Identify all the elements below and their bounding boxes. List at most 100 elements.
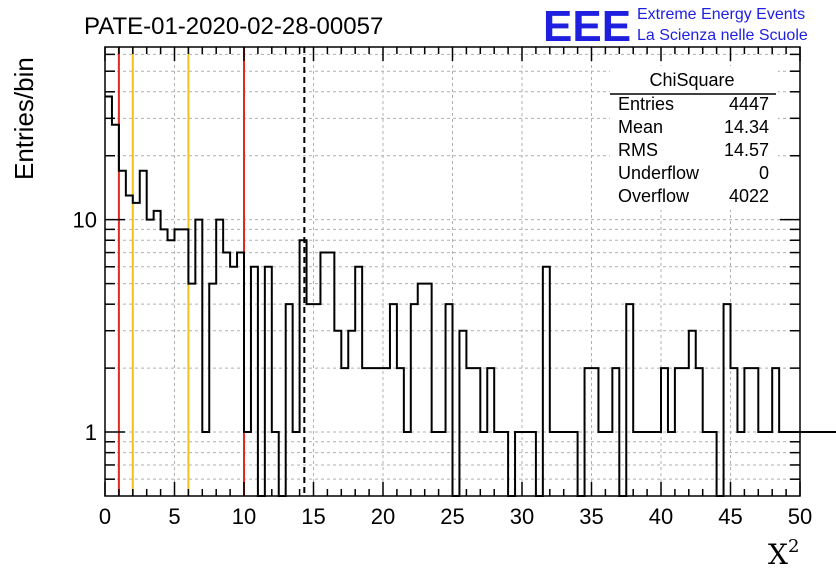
histogram-bin (807, 432, 814, 496)
histogram-bin (147, 220, 154, 496)
histogram-bin (640, 432, 647, 496)
histogram-bin (314, 304, 321, 496)
histogram-bin (237, 253, 244, 496)
x-tick-label: 5 (168, 504, 180, 529)
histogram-bin (466, 368, 473, 496)
histogram-bin (592, 368, 599, 496)
stats-row-rms-value: 14.57 (724, 140, 769, 160)
histogram-bin (598, 432, 605, 496)
histogram-bin (272, 432, 279, 496)
histogram-bin (487, 368, 494, 496)
histogram-bin (168, 240, 175, 496)
histogram-bin (585, 368, 592, 496)
histogram-bin (112, 125, 119, 496)
histogram-bin (529, 432, 536, 496)
stats-box-background (610, 66, 778, 210)
stats-title: ChiSquare (649, 70, 734, 90)
histogram-bin (390, 304, 397, 496)
histogram-bin (494, 432, 501, 496)
histogram-bin (188, 284, 195, 496)
x-tick-label: 20 (371, 504, 395, 529)
logo-line2: La Scienza nelle Scuole (637, 27, 808, 44)
histogram-bin (230, 267, 237, 496)
histogram-bin (758, 432, 765, 496)
x-tick-label: 30 (510, 504, 534, 529)
logo-line1: Extreme Energy Events (637, 6, 805, 23)
histogram-bin (751, 368, 758, 496)
chart-title: PATE-01-2020-02-28-00057 (84, 13, 383, 40)
x-tick-label: 40 (649, 504, 673, 529)
histogram-bin (772, 368, 779, 496)
histogram-bin (154, 211, 161, 496)
histogram-bin (320, 253, 327, 496)
histogram-bin (557, 432, 564, 496)
histogram-bin (744, 368, 751, 496)
histogram-bin (397, 368, 404, 496)
stats-row-overflow-value: 4022 (729, 186, 769, 206)
histogram-bin (765, 432, 772, 496)
histogram-bin (696, 368, 703, 496)
histogram-bin (362, 368, 369, 496)
histogram-bin (543, 267, 550, 496)
histogram-bin (737, 432, 744, 496)
histogram-bin (195, 220, 202, 496)
histogram-bin (286, 304, 293, 496)
histogram-bin (216, 220, 223, 496)
histogram-bin (550, 432, 557, 496)
histogram-bin (202, 432, 209, 496)
histogram-bin (633, 432, 640, 496)
histogram-bin (223, 253, 230, 496)
histogram-bin (675, 368, 682, 496)
histogram-bin (501, 432, 508, 496)
histogram-bin (432, 432, 439, 496)
histogram-bin (418, 284, 425, 496)
stats-box: ChiSquare Entries 4447 Mean 14.34 RMS 14… (610, 66, 778, 210)
histogram-bin (682, 368, 689, 496)
histogram-series (105, 95, 836, 497)
histogram-bin (515, 432, 522, 496)
histogram-bin (480, 432, 487, 496)
histogram-bin (369, 368, 376, 496)
histogram-bin (446, 304, 453, 496)
histogram (105, 95, 836, 497)
x-axis-label-base: X (768, 538, 788, 571)
stats-row-underflow-label: Underflow (618, 163, 700, 183)
histogram-bin (209, 284, 216, 496)
x-axis-label-sup: 2 (788, 536, 799, 557)
x-tick-label: 15 (301, 504, 325, 529)
histogram-bin (348, 331, 355, 496)
histogram-bin (327, 253, 334, 496)
histogram-bin (654, 432, 661, 496)
x-tick-label: 45 (718, 504, 742, 529)
histogram-bin (668, 432, 675, 496)
histogram-bin (439, 432, 446, 496)
x-tick-label: 50 (788, 504, 812, 529)
x-tick-label: 10 (232, 504, 256, 529)
histogram-bin (647, 432, 654, 496)
histogram-bin (710, 432, 717, 496)
logo-mark: EEE (543, 2, 631, 51)
x-tick-label: 25 (440, 504, 464, 529)
histogram-bin (251, 267, 258, 496)
histogram-bin (341, 368, 348, 496)
histogram-bin (689, 331, 696, 496)
histogram-bin (571, 432, 578, 496)
histogram-bin (564, 432, 571, 496)
stats-row-entries-value: 4447 (729, 94, 769, 114)
histogram-bin (605, 432, 612, 496)
y-ticks: 1 10 (73, 53, 800, 480)
histogram-bin (181, 229, 188, 496)
histogram-bin (376, 368, 383, 496)
eee-logo: EEE Extreme Energy Events La Scienza nel… (543, 2, 808, 51)
histogram-bin (383, 368, 390, 496)
histogram-bin (133, 203, 140, 496)
histogram-bin (731, 368, 738, 496)
x-tick-label: 35 (579, 504, 603, 529)
stats-row-mean-value: 14.34 (724, 117, 769, 137)
stats-row-rms-label: RMS (618, 140, 658, 160)
histogram-bin (300, 240, 307, 496)
y-axis-label: Entries/bin (9, 57, 39, 180)
histogram-bin (355, 267, 362, 496)
histogram-bin (425, 284, 432, 496)
